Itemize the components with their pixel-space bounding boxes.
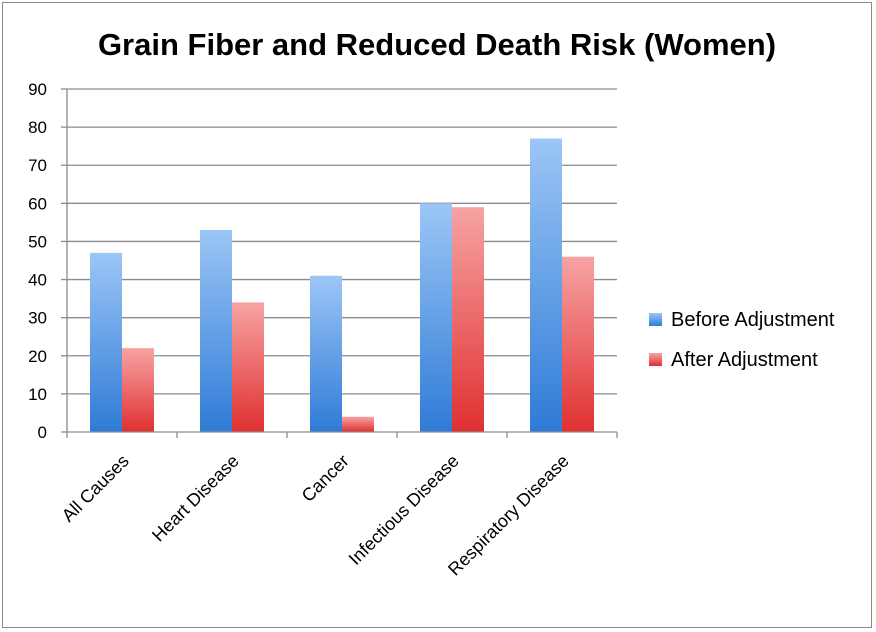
- bar-chart: Grain Fiber and Reduced Death Risk (Wome…: [28, 27, 835, 580]
- bars: [90, 138, 594, 433]
- y-tick-label: 50: [28, 232, 47, 251]
- legend-label: After Adjustment: [671, 349, 818, 371]
- bar-after-adjustment: [232, 302, 264, 432]
- legend-swatch: [649, 313, 662, 326]
- y-tick-label: 40: [28, 271, 47, 290]
- x-category-label: Heart Disease: [148, 451, 243, 546]
- legend-swatch: [649, 353, 662, 366]
- legend-label: Before Adjustment: [671, 309, 835, 331]
- gridlines: [67, 88, 617, 395]
- bar-before-adjustment: [90, 252, 122, 432]
- bar-after-adjustment: [122, 348, 154, 432]
- x-category-label: Respiratory Disease: [444, 451, 573, 580]
- y-tick-label: 90: [28, 80, 47, 99]
- y-tick-label: 0: [38, 423, 47, 442]
- bar-before-adjustment: [530, 138, 562, 433]
- y-tick-label: 80: [28, 118, 47, 137]
- bar-before-adjustment: [310, 275, 342, 432]
- chart-title: Grain Fiber and Reduced Death Risk (Wome…: [98, 27, 776, 62]
- bar-after-adjustment: [452, 207, 484, 432]
- legend: Before Adjustment After Adjustment: [649, 309, 835, 371]
- y-tick-label: 20: [28, 347, 47, 366]
- x-category-label: Infectious Disease: [345, 451, 463, 569]
- bar-after-adjustment: [342, 416, 374, 432]
- y-tick-label: 30: [28, 309, 47, 328]
- y-tick-label: 60: [28, 194, 47, 213]
- bar-before-adjustment: [420, 203, 452, 432]
- y-tick-label: 10: [28, 385, 47, 404]
- x-category-label: Cancer: [298, 451, 353, 506]
- y-tick-label: 70: [28, 156, 47, 175]
- bar-before-adjustment: [200, 230, 232, 432]
- x-category-label: All Causes: [58, 451, 133, 526]
- bar-after-adjustment: [562, 256, 594, 432]
